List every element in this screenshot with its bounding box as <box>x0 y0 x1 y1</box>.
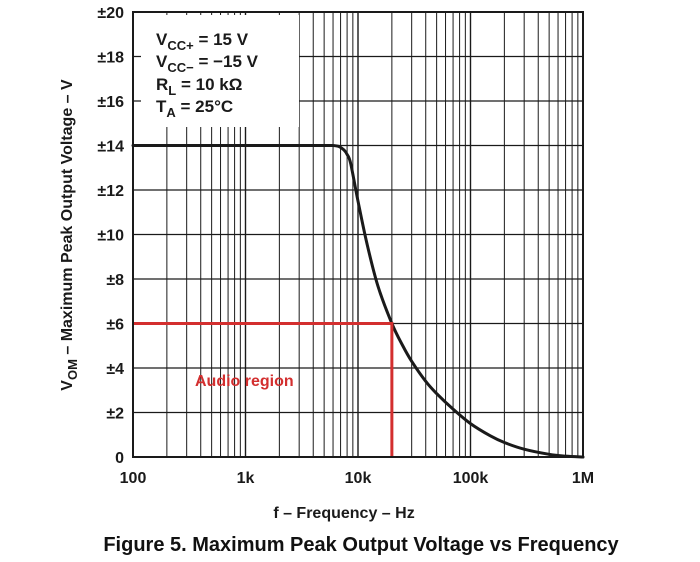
y-tick-label: 0 <box>115 450 124 467</box>
condition-vcc-minus: VCC− = −15 V <box>156 52 259 75</box>
x-tick-label: 100 <box>120 470 147 487</box>
audio-region-label: Audio region <box>195 373 294 390</box>
figure-caption: Figure 5. Maximum Peak Output Voltage vs… <box>103 534 619 556</box>
x-tick-label: 100k <box>453 470 489 487</box>
y-axis-title: VOM – Maximum Peak Output Voltage – V <box>59 79 80 391</box>
x-tick-label: 1M <box>572 470 594 487</box>
y-tick-label: ±20 <box>97 5 124 22</box>
y-tick-label: ±14 <box>97 139 124 156</box>
y-tick-label: ±8 <box>106 272 124 289</box>
condition-load-resistance: RL = 10 kΩ <box>156 75 242 98</box>
x-tick-label: 1k <box>237 470 255 487</box>
y-tick-label: ±18 <box>97 50 124 67</box>
condition-temperature: TA = 25°C <box>156 97 233 120</box>
series-line <box>131 143 585 459</box>
conditions-box: VCC+ = 15 V VCC− = −15 V RL = 10 kΩ TA =… <box>141 15 299 127</box>
annotation-layer: Audio region <box>133 322 394 457</box>
y-tick-label: ±16 <box>97 94 124 111</box>
y-tick-label: ±6 <box>106 317 124 334</box>
curve-layer <box>131 143 585 459</box>
y-tick-label: ±12 <box>97 183 124 200</box>
plot-frame <box>132 11 584 458</box>
condition-vcc-plus: VCC+ = 15 V <box>156 30 249 53</box>
y-tick-label: ±2 <box>106 406 124 423</box>
conditions-background <box>141 15 299 127</box>
y-tick-labels: 0 ±2 ±4 ±6 ±8 ±10 ±12 ±14 ±16 ±18 ±20 <box>97 5 124 467</box>
audio-region-boundary <box>133 322 394 457</box>
x-tick-label: 10k <box>345 470 372 487</box>
y-tick-label: ±4 <box>106 361 124 378</box>
y-tick-label: ±10 <box>97 228 124 245</box>
x-axis-title: f – Frequency – Hz <box>273 505 414 522</box>
x-tick-labels: 100 1k 10k 100k 1M <box>120 470 594 487</box>
